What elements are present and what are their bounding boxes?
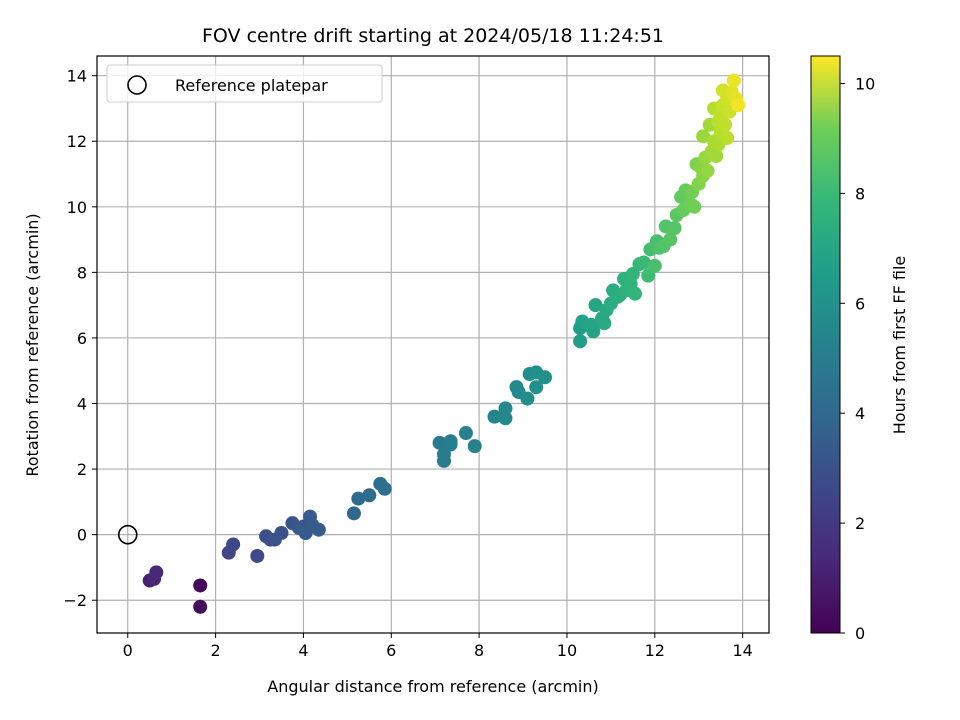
data-point	[498, 401, 513, 416]
data-point	[529, 380, 544, 395]
data-point	[628, 286, 643, 301]
data-point	[311, 522, 326, 537]
data-point	[443, 434, 458, 449]
x-tick-label: 0	[123, 641, 133, 660]
y-tick-label: 2	[77, 460, 87, 479]
y-tick-label: 10	[67, 198, 87, 217]
data-point	[731, 98, 746, 113]
data-point	[641, 268, 656, 283]
y-tick-label: 14	[67, 67, 87, 86]
data-point	[625, 267, 640, 282]
colorbar-tick-label: 8	[855, 184, 865, 203]
y-tick-label: 12	[67, 132, 87, 151]
x-axis-label: Angular distance from reference (arcmin)	[267, 677, 598, 696]
y-tick-label: 8	[77, 263, 87, 282]
y-tick-label: 4	[77, 395, 87, 414]
data-point	[718, 117, 733, 132]
data-point	[573, 334, 588, 349]
x-tick-label: 12	[645, 641, 665, 660]
data-point	[597, 316, 612, 331]
data-point	[362, 488, 377, 503]
x-tick-label: 4	[298, 641, 308, 660]
data-point	[226, 537, 241, 552]
data-point	[538, 370, 552, 385]
data-point	[667, 221, 682, 236]
data-point	[588, 298, 603, 313]
colorbar-tick-label: 6	[855, 294, 865, 313]
data-point	[432, 435, 447, 450]
data-points	[142, 73, 746, 614]
data-point	[520, 391, 535, 406]
data-point	[586, 324, 601, 339]
colorbar-tick-label: 4	[855, 404, 865, 423]
data-point	[351, 491, 366, 506]
data-point	[274, 526, 289, 541]
data-point	[377, 481, 392, 496]
x-axis-ticks: 0 2 4 6 8 10 12 14	[123, 633, 753, 660]
colorbar-label: Hours from first FF file	[890, 256, 909, 435]
data-point	[700, 163, 715, 178]
y-axis-label: Rotation from reference (arcmin)	[23, 213, 42, 476]
y-axis-ticks: −2 0 2 4 6 8 10 12 14	[63, 67, 97, 610]
data-point	[687, 199, 702, 214]
data-point	[498, 411, 513, 426]
legend-marker	[127, 75, 147, 95]
x-tick-label: 8	[474, 641, 484, 660]
data-point	[458, 426, 473, 441]
data-point	[647, 258, 662, 273]
data-point	[149, 565, 164, 580]
y-tick-label: −2	[63, 591, 87, 610]
x-tick-label: 10	[557, 641, 577, 660]
data-point	[726, 73, 741, 88]
y-tick-label: 0	[77, 526, 87, 545]
data-point	[696, 129, 711, 144]
data-point	[193, 599, 208, 614]
data-point	[709, 148, 724, 163]
data-point	[636, 255, 651, 270]
y-tick-label: 6	[77, 329, 87, 348]
data-point	[663, 232, 678, 247]
data-point	[250, 548, 265, 563]
chart-title: FOV centre drift starting at 2024/05/18 …	[202, 25, 664, 47]
reference-point	[117, 524, 138, 545]
x-tick-label: 6	[386, 641, 396, 660]
colorbar-tick-label: 0	[855, 624, 865, 643]
colorbar-tick-label: 10	[855, 74, 875, 93]
colorbar-ticks: 0 2 4 6 8 10	[840, 74, 875, 643]
legend: Reference platepar	[106, 64, 383, 103]
legend-entry: Reference platepar	[175, 76, 328, 95]
x-tick-label: 2	[210, 641, 220, 660]
plot-frame	[96, 55, 770, 634]
x-tick-label: 14	[732, 641, 752, 660]
data-point	[487, 409, 502, 424]
legend-box	[106, 64, 383, 103]
data-point	[436, 453, 451, 468]
colorbar-gradient	[810, 55, 841, 634]
data-point	[346, 506, 361, 521]
data-point	[467, 439, 482, 454]
data-point	[720, 130, 735, 145]
colorbar: 0 2 4 6 8 10 Hours from first FF file	[810, 55, 909, 643]
data-point	[193, 578, 208, 593]
colorbar-tick-label: 2	[855, 514, 865, 533]
grid-lines	[97, 56, 769, 633]
